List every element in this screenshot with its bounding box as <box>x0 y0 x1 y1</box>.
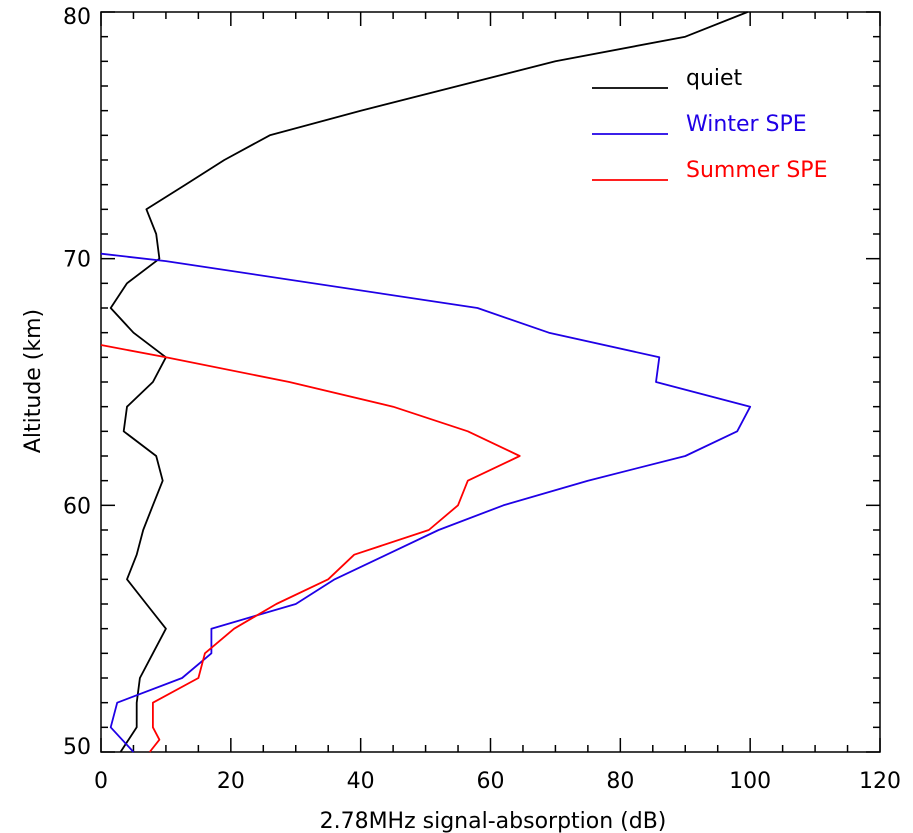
legend-label-winter-spe: Winter SPE <box>686 112 807 137</box>
legend: quiet Winter SPE Summer SPE <box>592 66 827 183</box>
y-axis-title: Altitude (km) <box>21 309 46 453</box>
series-line-summer-spe <box>100 344 521 753</box>
series-line-winter-spe <box>100 252 752 753</box>
x-tick-labels: 0 20 40 60 80 100 120 <box>94 769 901 794</box>
y-tick-labels: 50 60 70 80 <box>63 5 91 760</box>
y-tick-label: 70 <box>63 248 91 273</box>
y-tick-label: 80 <box>63 5 91 30</box>
x-tick-label: 40 <box>347 769 375 794</box>
legend-label-summer-spe: Summer SPE <box>686 158 827 183</box>
x-tick-label: 60 <box>477 769 505 794</box>
axis-ticks <box>100 11 881 753</box>
x-tick-label: 80 <box>606 769 634 794</box>
series-line-quiet <box>109 11 748 753</box>
x-axis-title: 2.78MHz signal-absorption (dB) <box>320 809 667 833</box>
legend-label-quiet: quiet <box>686 66 743 91</box>
y-tick-label: 60 <box>63 494 91 519</box>
x-tick-label: 100 <box>729 769 771 794</box>
y-tick-label: 50 <box>63 735 91 760</box>
x-tick-label: 0 <box>94 769 108 794</box>
x-tick-label: 20 <box>217 769 245 794</box>
x-tick-label: 120 <box>859 769 901 794</box>
series-layer <box>100 11 752 753</box>
